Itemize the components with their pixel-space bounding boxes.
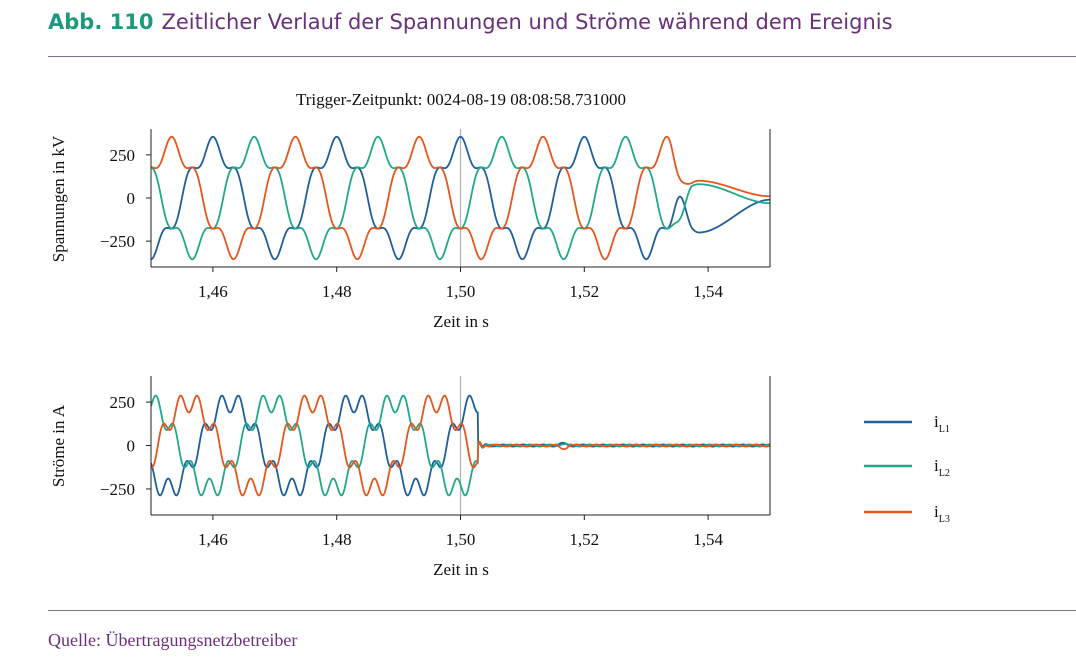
current-xlabel: Zeit in s [433, 560, 489, 579]
figure-title: Zeitlicher Verlauf der Spannungen und St… [161, 10, 893, 34]
legend-label-l3: iL3 [934, 502, 950, 525]
voltage-ytick-label: 250 [110, 146, 136, 165]
voltage-xtick-label: 1,54 [693, 282, 723, 301]
voltage-xtick-label: 1,46 [198, 282, 228, 301]
legend-item-l2: iL2 [864, 456, 950, 479]
voltage-series-l3 [151, 135, 770, 261]
voltage-ytick-label: −250 [100, 232, 135, 251]
current-series-l3 [151, 394, 770, 497]
legend-item-l3: iL3 [864, 502, 950, 525]
legend-label-l2: iL2 [934, 456, 950, 479]
legend-item-l1: iL1 [864, 412, 950, 435]
current-xtick-label: 1,46 [198, 530, 228, 549]
voltage-panel-title: Trigger-Zeitpunkt: 0024-08-19 08:08:58.7… [296, 90, 626, 109]
figure-caption: Abb. 110 Zeitlicher Verlauf der Spannunge… [48, 10, 893, 34]
voltage-xlabel: Zeit in s [433, 312, 489, 331]
current-xtick-label: 1,48 [322, 530, 352, 549]
voltage-ylabel: Spannungen in kV [49, 135, 68, 262]
bottom-divider [48, 610, 1076, 611]
current-series-l2 [151, 394, 770, 497]
figure-number: Abb. 110 [48, 10, 154, 34]
voltage-ytick-label: 0 [127, 189, 136, 208]
current-xtick-label: 1,52 [569, 530, 599, 549]
figure-source: Quelle: Übertragungsnetzbetreiber [48, 630, 298, 650]
current-ytick-label: 0 [127, 437, 136, 456]
legend: iL1 iL2 iL3 [864, 412, 950, 525]
voltage-xtick-label: 1,50 [446, 282, 476, 301]
current-ytick-label: −250 [100, 480, 135, 499]
voltage-xtick-label: 1,48 [322, 282, 352, 301]
current-xtick-label: 1,50 [446, 530, 476, 549]
top-divider [48, 56, 1076, 57]
current-ylabel: Ströme in A [49, 404, 68, 487]
current-xtick-label: 1,54 [693, 530, 723, 549]
voltage-panel: Trigger-Zeitpunkt: 0024-08-19 08:08:58.7… [49, 90, 771, 331]
current-ytick-label: 250 [110, 393, 136, 412]
voltage-xtick-label: 1,52 [569, 282, 599, 301]
legend-label-l1: iL1 [934, 412, 950, 435]
